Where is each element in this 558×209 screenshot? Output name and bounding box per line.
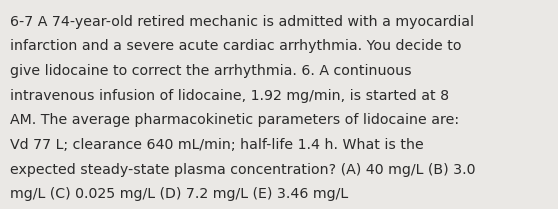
Text: intravenous infusion of lidocaine, 1.92 mg/min, is started at 8: intravenous infusion of lidocaine, 1.92 … bbox=[10, 89, 449, 103]
Text: 6-7 A 74-year-old retired mechanic is admitted with a myocardial: 6-7 A 74-year-old retired mechanic is ad… bbox=[10, 15, 474, 29]
Text: expected steady-state plasma concentration? (A) 40 mg/L (B) 3.0: expected steady-state plasma concentrati… bbox=[10, 163, 475, 177]
Text: AM. The average pharmacokinetic parameters of lidocaine are:: AM. The average pharmacokinetic paramete… bbox=[10, 113, 459, 127]
Text: give lidocaine to correct the arrhythmia. 6. A continuous: give lidocaine to correct the arrhythmia… bbox=[10, 64, 412, 78]
Text: infarction and a severe acute cardiac arrhythmia. You decide to: infarction and a severe acute cardiac ar… bbox=[10, 39, 461, 53]
Text: mg/L (C) 0.025 mg/L (D) 7.2 mg/L (E) 3.46 mg/L: mg/L (C) 0.025 mg/L (D) 7.2 mg/L (E) 3.4… bbox=[10, 187, 348, 201]
Text: Vd 77 L; clearance 640 mL/min; half-life 1.4 h. What is the: Vd 77 L; clearance 640 mL/min; half-life… bbox=[10, 138, 424, 152]
